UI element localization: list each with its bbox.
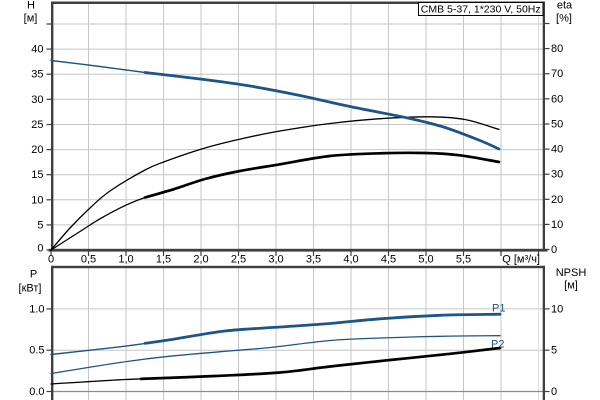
- svg-text:0: 0: [551, 244, 557, 256]
- svg-text:1,0: 1,0: [118, 254, 133, 266]
- svg-text:4,0: 4,0: [343, 254, 358, 266]
- svg-text:[м]: [м]: [564, 280, 578, 292]
- svg-text:20: 20: [31, 144, 43, 156]
- svg-text:P2: P2: [491, 339, 504, 351]
- svg-text:0: 0: [37, 243, 43, 255]
- svg-text:0.5: 0.5: [29, 345, 44, 357]
- svg-text:[м]: [м]: [24, 13, 38, 25]
- svg-text:50: 50: [551, 118, 563, 130]
- svg-text:eta: eta: [557, 0, 573, 12]
- svg-text:1,5: 1,5: [156, 254, 171, 266]
- svg-text:15: 15: [31, 169, 43, 181]
- svg-text:0,5: 0,5: [81, 254, 96, 266]
- svg-text:40: 40: [31, 44, 43, 56]
- svg-text:60: 60: [551, 93, 563, 105]
- svg-text:2,0: 2,0: [193, 254, 208, 266]
- svg-text:[%]: [%]: [556, 13, 572, 25]
- svg-text:30: 30: [31, 94, 43, 106]
- svg-text:NPSH: NPSH: [556, 267, 587, 279]
- svg-text:3,0: 3,0: [268, 254, 283, 266]
- svg-text:40: 40: [551, 144, 563, 156]
- svg-text:2,5: 2,5: [231, 254, 246, 266]
- svg-text:4,5: 4,5: [381, 254, 396, 266]
- svg-text:1.0: 1.0: [29, 303, 44, 315]
- svg-text:80: 80: [551, 43, 563, 55]
- svg-text:25: 25: [31, 119, 43, 131]
- svg-text:P: P: [30, 269, 37, 281]
- svg-text:30: 30: [551, 169, 563, 181]
- svg-text:10: 10: [31, 194, 43, 206]
- svg-text:10: 10: [551, 219, 563, 231]
- svg-text:3,5: 3,5: [306, 254, 321, 266]
- svg-text:0.0: 0.0: [29, 386, 44, 398]
- svg-text:10: 10: [551, 303, 563, 315]
- svg-text:5,5: 5,5: [456, 254, 471, 266]
- svg-text:CMB 5-37, 1*230 V, 50Hz: CMB 5-37, 1*230 V, 50Hz: [421, 4, 541, 16]
- svg-text:0: 0: [48, 254, 54, 266]
- svg-text:70: 70: [551, 68, 563, 80]
- svg-text:5: 5: [551, 345, 557, 357]
- svg-text:5: 5: [37, 219, 43, 231]
- svg-text:P1: P1: [492, 302, 505, 314]
- svg-text:5,0: 5,0: [418, 254, 433, 266]
- svg-text:[кВт]: [кВт]: [19, 283, 42, 295]
- svg-text:20: 20: [551, 194, 563, 206]
- svg-text:0: 0: [551, 386, 557, 398]
- svg-text:35: 35: [31, 69, 43, 81]
- svg-text:Q [м³/ч]: Q [м³/ч]: [502, 254, 540, 266]
- svg-text:H: H: [27, 0, 35, 12]
